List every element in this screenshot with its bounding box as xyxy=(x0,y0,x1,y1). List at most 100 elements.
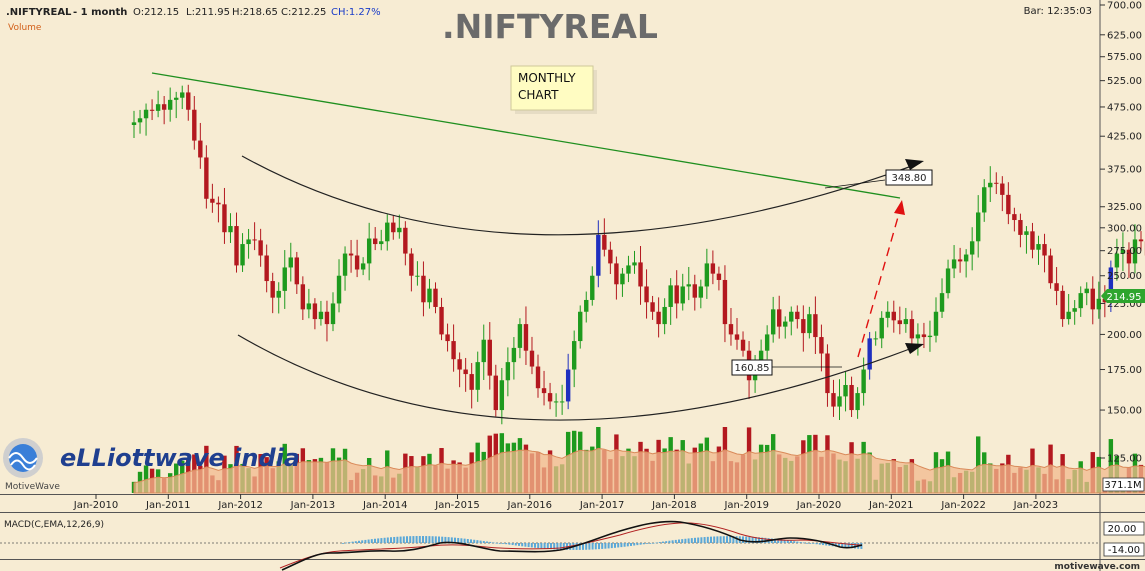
macd-hist-bar xyxy=(610,543,613,549)
candle-body xyxy=(1096,298,1101,310)
candle-body xyxy=(373,238,378,245)
candle-body xyxy=(288,257,293,268)
candle-body xyxy=(180,92,185,98)
candle-body xyxy=(584,299,589,312)
price-tick-label: 225.00 xyxy=(1107,299,1142,310)
candle-body xyxy=(240,244,245,266)
macd-hist-bar xyxy=(594,543,597,550)
macd-hist-bar xyxy=(713,536,716,543)
macd-hist-bar xyxy=(735,536,738,543)
candle-body xyxy=(517,324,523,348)
trendline xyxy=(151,72,901,199)
candle-body xyxy=(294,257,300,285)
macd-hist-bar xyxy=(444,536,447,543)
price-tick-label: 375.00 xyxy=(1107,165,1142,176)
macd-hist-bar xyxy=(406,536,408,543)
macd-hist-bar xyxy=(748,536,751,543)
candle-body xyxy=(801,319,806,334)
low-value: L:211.95 xyxy=(186,7,230,18)
macd-hist-bar xyxy=(796,541,799,543)
candle-body xyxy=(342,253,348,276)
macd-hist-bar xyxy=(370,539,373,543)
candle-body xyxy=(385,222,390,242)
candle-body xyxy=(210,198,215,203)
price-axis[interactable]: 700.00 625.00 575.00 525.00 475.00 425.00 375.… xyxy=(1100,1,1142,465)
price-tick-label: 200.00 xyxy=(1107,330,1142,341)
candle-body xyxy=(951,259,957,269)
candle-body xyxy=(770,309,776,335)
candle-body xyxy=(204,157,209,199)
candle-body xyxy=(686,284,691,287)
macd-hist-bar xyxy=(649,543,652,544)
lower-arc-arrow-icon xyxy=(905,343,924,354)
candle-body xyxy=(451,341,456,360)
macd-hist-bar xyxy=(546,543,549,549)
macd-hist-bar xyxy=(617,543,620,548)
candle-body xyxy=(282,267,287,291)
candle-body xyxy=(620,273,625,285)
price-tick-label: 125.00 xyxy=(1107,454,1142,465)
candle-body xyxy=(632,262,637,266)
candle-body xyxy=(186,92,191,110)
macd-hist-bar xyxy=(498,543,501,544)
candle-body xyxy=(909,319,915,339)
candle-body xyxy=(541,388,547,394)
macd-lower-text: -14.00 xyxy=(1108,545,1140,556)
macd-hist-bar xyxy=(524,543,527,547)
macd-hist-bar xyxy=(470,539,472,543)
candle-body xyxy=(1072,308,1077,312)
macd-hist-bar xyxy=(684,538,687,543)
macd-hist-bar xyxy=(463,538,466,543)
last-price-text: 214.95 xyxy=(1107,292,1142,303)
time-tick-label: Jan-2010 xyxy=(73,500,118,511)
macd-hist-bar xyxy=(438,536,440,543)
macd-hist-bar xyxy=(745,536,748,543)
candle-body xyxy=(861,369,866,394)
macd-hist-bar xyxy=(607,543,610,549)
macd-hist-bar xyxy=(671,540,674,543)
candle-body xyxy=(1102,298,1108,303)
candle-body xyxy=(819,337,824,354)
candle-body xyxy=(439,306,444,335)
macd-hist-bar xyxy=(377,538,380,543)
candle-body xyxy=(1006,194,1011,215)
candle-body xyxy=(366,238,372,264)
candle-body xyxy=(939,293,945,312)
macd-hist-bar xyxy=(358,540,360,543)
macd-hist-bar xyxy=(412,536,415,543)
macd-hist-bar xyxy=(402,536,405,543)
candle-body xyxy=(897,320,903,325)
candle-body xyxy=(198,140,203,158)
macd-line xyxy=(281,520,863,571)
macd-hist-bar xyxy=(476,540,479,543)
volume-axis-marker xyxy=(1102,477,1145,492)
candle-body xyxy=(324,311,330,325)
macd-hist-bar xyxy=(630,543,632,546)
time-axis[interactable]: Jan-2010 Jan-2011 Jan-2012 Jan-2013 Jan-2014… xyxy=(73,494,1058,511)
macd-hist-bar xyxy=(530,543,533,548)
candle-body xyxy=(957,259,963,262)
candle-body xyxy=(656,311,661,325)
macd-hist-bar xyxy=(758,537,760,543)
candle-body xyxy=(155,104,161,111)
candle-body xyxy=(493,375,498,411)
macd-hist-bar xyxy=(841,543,844,548)
candle-body xyxy=(698,286,704,298)
volume-bar xyxy=(976,436,981,493)
monthly-chart-note xyxy=(510,65,594,111)
candle-body xyxy=(722,279,728,325)
chart-title: .NIFTYREAL xyxy=(442,7,658,46)
macd-hist-bar xyxy=(662,541,664,543)
volume-average-area xyxy=(133,447,1145,494)
high-value: H:218.65 xyxy=(232,7,278,18)
candle-body xyxy=(149,109,155,111)
candle-body xyxy=(578,311,583,342)
macd-hist-bar xyxy=(822,543,824,546)
macd-hist-bar xyxy=(486,541,488,543)
candle-body xyxy=(855,393,860,411)
candle-body xyxy=(445,334,450,342)
macd-hist-bar xyxy=(575,543,578,550)
macd-hist-bar xyxy=(681,539,684,543)
price-tick-label: 625.00 xyxy=(1107,30,1142,41)
